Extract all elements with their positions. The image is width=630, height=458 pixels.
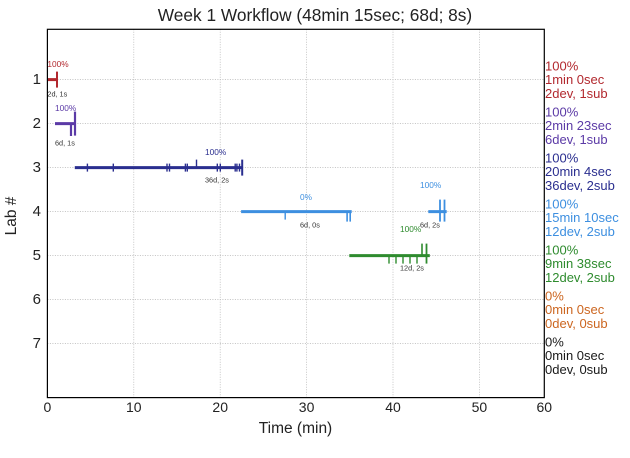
svg-text:6d, 2s: 6d, 2s xyxy=(420,221,440,230)
svg-text:100%: 100% xyxy=(205,147,227,157)
svg-text:6d, 0s: 6d, 0s xyxy=(300,221,320,230)
svg-text:30: 30 xyxy=(299,399,315,415)
svg-text:4: 4 xyxy=(33,203,41,220)
svg-text:100%: 100% xyxy=(400,224,422,234)
svg-text:12dev, 2sub: 12dev, 2sub xyxy=(545,270,615,285)
svg-text:6dev, 1sub: 6dev, 1sub xyxy=(545,132,608,147)
svg-text:20min 4sec: 20min 4sec xyxy=(545,164,612,179)
svg-text:1: 1 xyxy=(33,71,41,88)
svg-text:0: 0 xyxy=(44,399,52,415)
svg-text:2dev, 1sub: 2dev, 1sub xyxy=(545,86,608,101)
svg-text:100%: 100% xyxy=(420,180,442,190)
svg-text:100%: 100% xyxy=(545,150,579,165)
svg-text:9min 38sec: 9min 38sec xyxy=(545,256,612,271)
svg-text:100%: 100% xyxy=(55,103,77,113)
svg-text:0min 0sec: 0min 0sec xyxy=(545,348,605,363)
svg-text:100%: 100% xyxy=(545,58,579,73)
svg-text:36d, 2s: 36d, 2s xyxy=(205,176,229,185)
svg-text:100%: 100% xyxy=(545,242,579,257)
svg-text:12dev, 2sub: 12dev, 2sub xyxy=(545,224,615,239)
svg-text:20: 20 xyxy=(212,399,228,415)
svg-text:0min 0sec: 0min 0sec xyxy=(545,302,605,317)
svg-text:60: 60 xyxy=(537,399,553,415)
svg-text:Time (min): Time (min) xyxy=(259,420,332,437)
svg-text:0%: 0% xyxy=(300,192,313,202)
svg-text:7: 7 xyxy=(33,335,41,352)
svg-text:0dev, 0sub: 0dev, 0sub xyxy=(545,316,608,331)
svg-text:6: 6 xyxy=(33,291,41,308)
svg-text:6d, 1s: 6d, 1s xyxy=(55,139,75,148)
svg-text:Lab #: Lab # xyxy=(3,196,20,235)
svg-text:3: 3 xyxy=(33,159,41,176)
svg-text:40: 40 xyxy=(385,399,401,415)
svg-text:10: 10 xyxy=(126,399,142,415)
svg-text:1min 0sec: 1min 0sec xyxy=(545,72,605,87)
svg-text:Week 1 Workflow (48min 15sec;: Week 1 Workflow (48min 15sec; 68d; 8s) xyxy=(158,5,472,25)
svg-text:100%: 100% xyxy=(47,59,69,69)
svg-text:100%: 100% xyxy=(545,104,579,119)
svg-text:15min 10sec: 15min 10sec xyxy=(545,210,619,225)
svg-text:100%: 100% xyxy=(545,196,579,211)
svg-text:12d, 2s: 12d, 2s xyxy=(400,264,424,273)
svg-text:0dev, 0sub: 0dev, 0sub xyxy=(545,362,608,377)
svg-text:0%: 0% xyxy=(545,334,564,349)
svg-text:50: 50 xyxy=(472,399,488,415)
svg-text:2d, 1s: 2d, 1s xyxy=(47,90,67,99)
svg-text:2: 2 xyxy=(33,115,41,132)
svg-text:36dev, 2sub: 36dev, 2sub xyxy=(545,178,615,193)
svg-text:0%: 0% xyxy=(545,288,564,303)
svg-text:2min 23sec: 2min 23sec xyxy=(545,118,612,133)
svg-text:5: 5 xyxy=(33,247,41,264)
